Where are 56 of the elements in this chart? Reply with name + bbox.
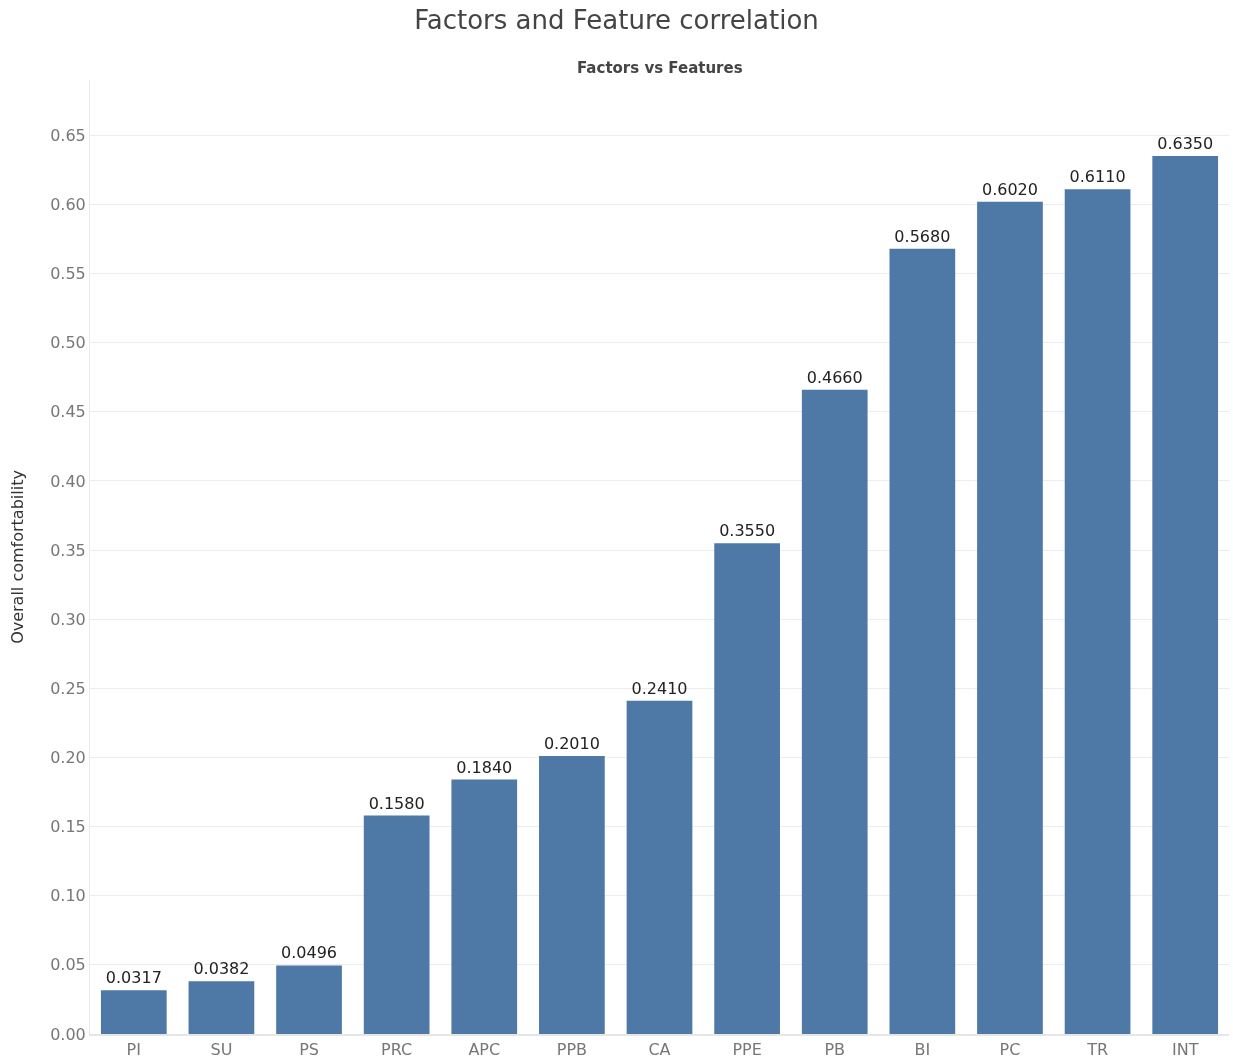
bar	[276, 965, 342, 1034]
y-tick-label: 0.40	[50, 471, 86, 491]
data-label: 0.1840	[456, 757, 513, 777]
data-label: 0.0496	[281, 943, 338, 963]
bar	[539, 756, 605, 1034]
y-tick-label: 0.20	[50, 748, 86, 768]
x-tick-label: PB	[824, 1040, 846, 1060]
x-tick-label: PC	[999, 1040, 1021, 1060]
y-axis-title: Overall comfortability	[8, 470, 28, 644]
y-tick-label: 0.05	[50, 955, 86, 975]
data-label: 0.3550	[719, 521, 776, 541]
data-label: 0.2010	[543, 734, 600, 754]
bar	[100, 990, 167, 1034]
x-tick-label: SU	[210, 1040, 233, 1060]
bar	[363, 815, 430, 1034]
bar	[1064, 189, 1131, 1034]
y-tick-label: 0.50	[50, 333, 86, 353]
y-tick-label: 0.55	[50, 264, 86, 284]
chart-subtitle: Factors vs Features	[577, 59, 743, 77]
bar	[714, 543, 780, 1034]
y-tick-label: 0.60	[50, 195, 86, 215]
data-label: 0.4660	[806, 367, 863, 387]
x-tick-label: PS	[299, 1040, 319, 1060]
bar	[1152, 156, 1219, 1034]
x-tick-label: INT	[1171, 1040, 1199, 1060]
x-tick-label: PI	[126, 1040, 141, 1060]
data-label: 0.6350	[1157, 134, 1214, 154]
y-tick-label: 0.25	[50, 678, 86, 698]
data-label: 0.0317	[105, 968, 162, 988]
data-label: 0.2410	[631, 678, 688, 698]
y-tick-label: 0.00	[50, 1024, 86, 1044]
x-tick-label: CA	[648, 1040, 671, 1060]
data-label: 0.6110	[1069, 167, 1126, 187]
data-label: 0.6020	[981, 179, 1038, 199]
y-tick-label: 0.35	[50, 540, 86, 560]
bar	[889, 248, 956, 1034]
y-tick-label: 0.65	[50, 125, 86, 145]
data-label: 0.1580	[368, 793, 425, 813]
bar	[626, 700, 693, 1034]
y-tick-label: 0.45	[50, 402, 86, 422]
x-tick-label: PPB	[556, 1040, 588, 1060]
x-tick-label: APC	[468, 1040, 501, 1060]
x-tick-label: BI	[914, 1040, 931, 1060]
data-label: 0.5680	[894, 226, 951, 246]
bar	[451, 779, 518, 1034]
x-tick-label: PRC	[381, 1040, 413, 1060]
x-tick-label: TR	[1086, 1040, 1109, 1060]
bar	[188, 981, 255, 1034]
data-label: 0.0382	[193, 959, 250, 979]
chart-title: Factors and Feature correlation	[414, 5, 819, 36]
y-tick-label: 0.15	[50, 817, 86, 837]
bar	[801, 389, 868, 1034]
bar	[977, 201, 1043, 1034]
y-tick-label: 0.10	[50, 886, 86, 906]
x-tick-label: PPE	[732, 1040, 762, 1060]
y-tick-label: 0.30	[50, 609, 86, 629]
